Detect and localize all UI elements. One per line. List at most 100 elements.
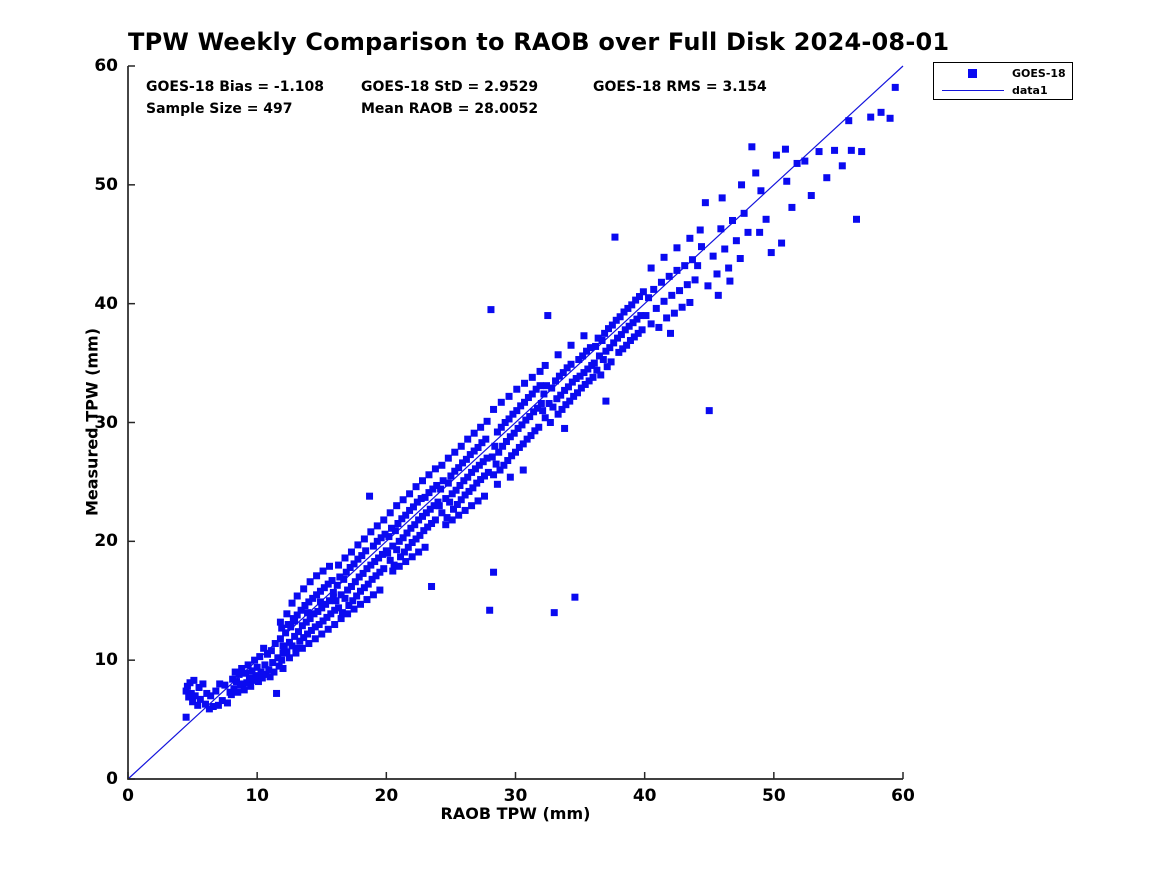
data-point (518, 421, 526, 429)
data-point (438, 461, 446, 469)
data-point (519, 466, 527, 474)
data-point (696, 226, 704, 234)
data-point (270, 668, 278, 676)
data-point (329, 588, 337, 596)
data-point (316, 598, 324, 606)
data-point (309, 594, 317, 602)
data-point (425, 471, 433, 479)
chart-title: TPW Weekly Comparison to RAOB over Full … (128, 28, 950, 56)
data-point (306, 578, 314, 586)
data-point (199, 680, 207, 688)
data-point (660, 297, 668, 305)
data-point (623, 341, 631, 349)
data-point (367, 528, 375, 536)
data-point (448, 516, 456, 524)
data-point (562, 401, 570, 409)
data-point (461, 506, 469, 514)
data-point (606, 344, 614, 352)
data-point (214, 701, 222, 709)
x-tick-label: 50 (761, 786, 786, 806)
data-point (767, 249, 775, 257)
data-point (420, 527, 428, 535)
data-point (592, 342, 600, 350)
data-point (218, 697, 226, 705)
data-point (589, 373, 597, 381)
data-point (305, 640, 313, 648)
y-tick-label: 20 (94, 531, 118, 552)
data-point (549, 403, 557, 411)
data-point (602, 347, 610, 355)
data-point (645, 294, 653, 302)
data-point (433, 481, 441, 489)
data-point (358, 552, 366, 560)
data-point (713, 270, 721, 278)
data-point (314, 607, 322, 615)
data-point (305, 598, 313, 606)
data-point (349, 597, 357, 605)
data-point (205, 705, 213, 713)
data-point (465, 487, 473, 495)
data-point (221, 681, 229, 689)
data-point (506, 433, 514, 441)
data-point (437, 485, 445, 493)
data-point (584, 365, 592, 373)
data-point (630, 333, 638, 341)
x-tick-label: 40 (632, 786, 657, 806)
data-point (586, 344, 594, 352)
data-point (519, 440, 527, 448)
data-point (548, 384, 556, 392)
data-point (347, 548, 355, 556)
data-point (559, 369, 567, 377)
data-point (550, 609, 558, 617)
data-point (536, 367, 544, 375)
data-point (421, 543, 429, 551)
data-point (615, 348, 623, 356)
data-point (313, 572, 321, 580)
data-point (415, 516, 423, 524)
data-point (541, 414, 549, 422)
data-point (694, 262, 702, 270)
data-point (571, 593, 579, 601)
data-point (554, 410, 562, 418)
data-point (244, 661, 252, 669)
data-point (426, 505, 434, 513)
data-point (344, 586, 352, 594)
data-point (189, 698, 197, 706)
data-point (783, 177, 791, 185)
data-point (474, 497, 482, 505)
data-point (313, 591, 321, 599)
data-point (488, 453, 496, 461)
data-point (637, 312, 645, 320)
data-point (497, 423, 505, 431)
data-point (527, 432, 535, 440)
x-axis-label: RAOB TPW (mm) (440, 804, 591, 823)
data-point (412, 483, 420, 491)
data-point (634, 329, 642, 337)
data-point (249, 676, 257, 684)
data-point (258, 674, 266, 682)
data-point (572, 375, 580, 383)
data-point (546, 419, 554, 426)
data-point (406, 506, 414, 514)
data-point (328, 577, 336, 585)
data-point (585, 377, 593, 385)
data-point (752, 169, 760, 177)
data-point (293, 592, 301, 600)
data-point (629, 319, 637, 327)
data-point (182, 713, 190, 721)
data-point (318, 630, 326, 638)
data-point (526, 413, 534, 421)
data-point (495, 448, 503, 456)
data-point (533, 404, 541, 412)
data-point (364, 580, 372, 588)
data-point (242, 669, 250, 677)
data-point (240, 686, 248, 694)
x-tick-label: 10 (245, 786, 269, 806)
data-point (300, 585, 308, 593)
data-point (594, 334, 602, 342)
data-point (315, 621, 323, 629)
data-point (311, 623, 319, 631)
data-point (744, 228, 752, 236)
data-point (419, 477, 426, 485)
data-point (457, 442, 465, 450)
